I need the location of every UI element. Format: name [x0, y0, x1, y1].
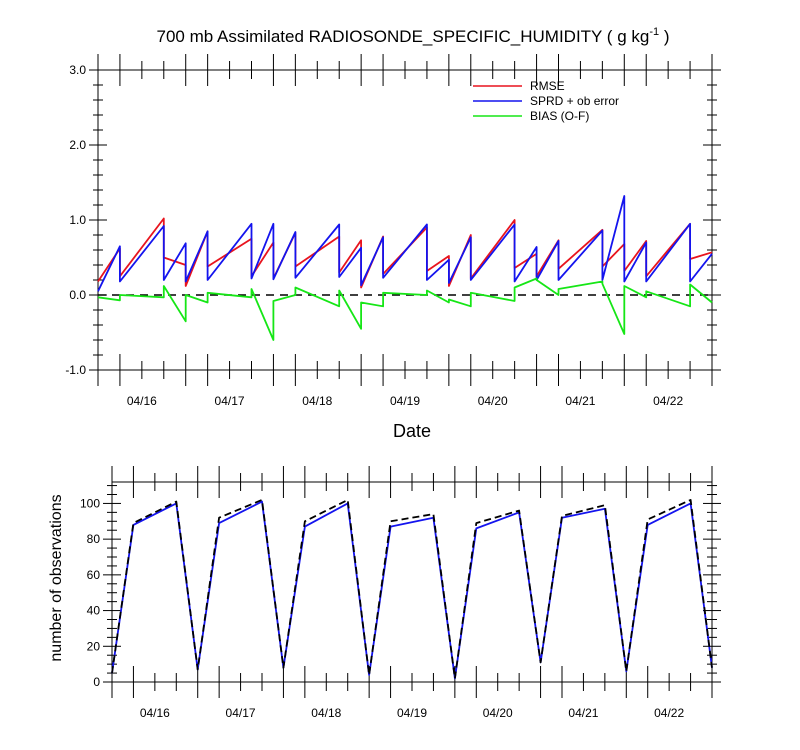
- x-tick-label: 04/16: [127, 394, 157, 408]
- y-tick-label: 20: [87, 639, 101, 653]
- y-tick-label: 3.0: [69, 63, 86, 77]
- series-line-observations: [111, 500, 713, 680]
- bottom-x-axis: 04/16 04/17 04/18 04/19 04/20 04/21 04/22: [111, 466, 713, 720]
- top-x-axis: 04/16 04/17 04/18 04/19 04/20 04/21 04/22: [97, 54, 713, 408]
- top-panel: 3.02.01.00.0-1.0 04/16 04/17 04/18 04/19 04/…: [65, 54, 721, 441]
- y-tick-label: 1.0: [69, 213, 86, 227]
- bottom-series-group: [111, 498, 713, 680]
- x-tick-label: 04/19: [397, 706, 427, 720]
- series-line-rmse: [97, 217, 713, 289]
- x-tick-label: 04/20: [478, 394, 508, 408]
- x-axis-title: Date: [393, 421, 431, 441]
- y-tick-label: 60: [87, 568, 101, 582]
- y-tick-label: 80: [87, 532, 101, 546]
- legend-label-sprd: SPRD + ob error: [530, 94, 619, 108]
- x-tick-label: 04/22: [654, 706, 684, 720]
- x-tick-label: 04/20: [483, 706, 513, 720]
- x-tick-label: 04/21: [565, 394, 595, 408]
- y-tick-label: 0: [93, 675, 100, 689]
- y-tick-label: 2.0: [69, 138, 86, 152]
- title-units-superscript: -1: [649, 26, 659, 38]
- legend-label-rmse: RMSE: [530, 79, 565, 93]
- top-series-group: [97, 195, 713, 341]
- y-tick-label: -1.0: [65, 363, 86, 377]
- bottom-y-axis: 0 20 40 60 80 100: [80, 485, 721, 689]
- y-axis-title-observations: number of observations: [48, 494, 65, 661]
- x-tick-label: 04/18: [311, 706, 341, 720]
- x-tick-label: 04/19: [390, 394, 420, 408]
- x-tick-label: 04/22: [653, 394, 683, 408]
- x-tick-label: 04/18: [302, 394, 332, 408]
- bottom-plot-frame: [111, 481, 713, 683]
- series-line-bias-o-f: [97, 277, 713, 341]
- y-tick-label: 0.0: [69, 288, 86, 302]
- y-tick-label: 100: [80, 496, 100, 510]
- x-tick-label: 04/17: [215, 394, 245, 408]
- legend: RMSE SPRD + ob error BIAS (O-F): [473, 79, 619, 123]
- x-tick-label: 04/21: [568, 706, 598, 720]
- legend-label-bias: BIAS (O-F): [530, 109, 589, 123]
- x-tick-label: 04/17: [226, 706, 256, 720]
- chart-title: 700 mb Assimilated RADIOSONDE_SPECIFIC_H…: [157, 26, 670, 46]
- top-y-axis: 3.0 2.0 1.0 0.0 -1.0: [65, 63, 721, 377]
- series-line-sprd-ob-error: [97, 195, 713, 292]
- x-tick-label: 04/16: [140, 706, 170, 720]
- series-line-observations-reference: [111, 498, 713, 680]
- y-tick-label: 40: [87, 604, 101, 618]
